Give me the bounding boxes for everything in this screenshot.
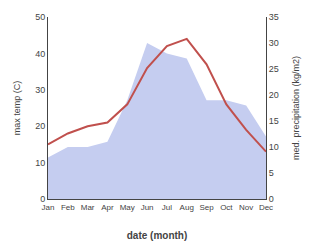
svg-text:50: 50 bbox=[35, 12, 45, 22]
svg-text:med. precipitation (kg/m2): med. precipitation (kg/m2) bbox=[291, 56, 301, 160]
svg-text:10: 10 bbox=[269, 142, 279, 152]
svg-text:Jul: Jul bbox=[162, 203, 172, 212]
svg-text:max temp (C): max temp (C) bbox=[12, 81, 22, 136]
svg-text:Sep: Sep bbox=[199, 203, 214, 212]
svg-text:30: 30 bbox=[269, 38, 279, 48]
svg-text:10: 10 bbox=[35, 158, 45, 168]
svg-text:date (month): date (month) bbox=[127, 230, 188, 241]
svg-text:30: 30 bbox=[35, 85, 45, 95]
svg-text:20: 20 bbox=[269, 90, 279, 100]
svg-text:35: 35 bbox=[269, 12, 279, 22]
svg-text:Feb: Feb bbox=[61, 203, 75, 212]
svg-text:5: 5 bbox=[269, 168, 274, 178]
svg-text:0: 0 bbox=[40, 194, 45, 204]
svg-text:Mar: Mar bbox=[81, 203, 95, 212]
svg-text:0: 0 bbox=[269, 194, 274, 204]
svg-text:Dec: Dec bbox=[259, 203, 273, 212]
svg-text:40: 40 bbox=[35, 49, 45, 59]
svg-text:15: 15 bbox=[269, 116, 279, 126]
svg-text:Nov: Nov bbox=[239, 203, 253, 212]
svg-text:May: May bbox=[120, 203, 135, 212]
svg-text:Jun: Jun bbox=[141, 203, 154, 212]
svg-text:Aug: Aug bbox=[180, 203, 194, 212]
svg-text:Jan: Jan bbox=[42, 203, 55, 212]
svg-text:Apr: Apr bbox=[101, 203, 114, 212]
svg-text:20: 20 bbox=[35, 121, 45, 131]
svg-text:25: 25 bbox=[269, 64, 279, 74]
svg-text:Oct: Oct bbox=[220, 203, 233, 212]
